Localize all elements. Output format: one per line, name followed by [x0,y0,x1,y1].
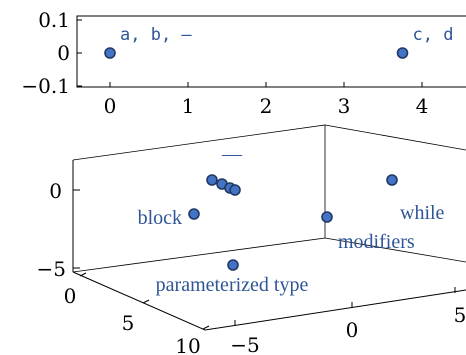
floor-left-tick-label: 5 [122,311,135,335]
floor-right-tick-label: 5 [454,303,466,327]
bottom-point-label: parameterized type [156,274,309,296]
bottom-point [206,174,218,186]
bottom-point-label: block [138,207,182,229]
bottom-point [321,211,333,223]
top-x-tick-label: 2 [260,94,273,118]
z-tick-label: −5 [37,257,66,281]
back-right-bottom-edge [324,237,466,263]
floor-left-tick-mark [142,299,150,304]
bottom-point-label: while [400,202,445,224]
top-y-tick-label: 0 [57,41,70,65]
bottom-point [227,259,239,271]
z-tick-label: 0 [49,179,62,203]
top-y-tick-label: 0.1 [38,8,70,32]
top-x-tick-label: 0 [104,94,117,118]
top-plot: 0.1 0 −0.1 0 1 2 3 4 a, b, — c, d [21,8,466,118]
top-point-label: c, d [413,25,454,45]
top-data-points: a, b, — c, d [104,25,454,59]
top-y-tick-label: −0.1 [21,74,70,98]
top-x-tick-label: 1 [182,94,195,118]
floor-front-edges [72,271,466,331]
bottom-point [229,184,241,196]
floor-left-tick-mark [202,325,210,330]
floor-right-tick-label: 0 [346,318,359,342]
back-right-top-edge [324,124,466,151]
top-point-label: a, b, — [120,25,192,45]
bottom-point-label: modifiers [338,231,415,253]
bottom-point [386,174,398,186]
floor-left-tick-label: 0 [64,284,77,308]
top-x-tick-label: 3 [338,94,351,118]
floor-left-tick-mark [79,272,87,277]
top-point [104,47,116,59]
bottom-point-label: — [221,143,243,165]
top-point [396,47,409,59]
bottom-point [188,208,200,220]
floor-left-tick-label: 10 [175,334,200,355]
top-x-tick-label: 4 [416,94,429,118]
bottom-data-points: — block while modifiers parameterized type [138,143,445,296]
bottom-3d-plot: 0 −5 0 5 10 −5 0 5 — block while modifiers p… [37,124,466,355]
top-plot-frame [76,15,466,88]
floor-right-tick-label: −5 [230,333,259,355]
back-left-panel [72,124,326,273]
